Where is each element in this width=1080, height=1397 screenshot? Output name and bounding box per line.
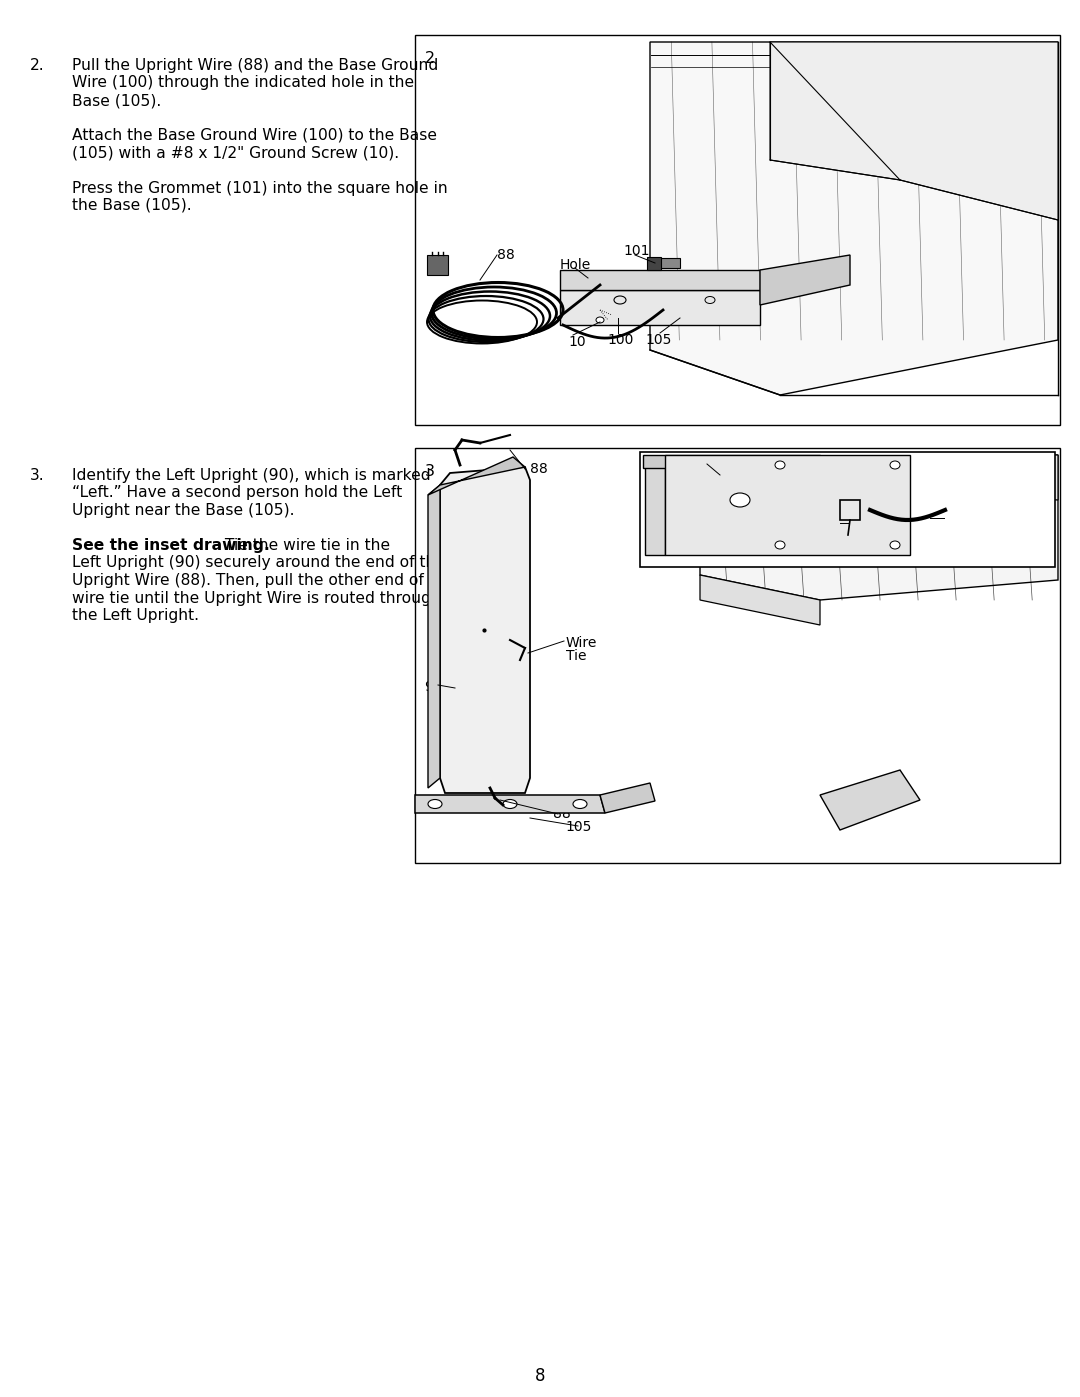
Bar	[640, 453, 1055, 567]
Polygon shape	[428, 485, 440, 788]
Text: 3.: 3.	[30, 468, 44, 483]
Ellipse shape	[775, 461, 785, 469]
Polygon shape	[840, 455, 1058, 500]
Text: wire tie until the Upright Wire is routed through: wire tie until the Upright Wire is route…	[72, 591, 441, 605]
Text: Base (105).: Base (105).	[72, 94, 161, 108]
Text: Left Upright (90) securely around the end of the: Left Upright (90) securely around the en…	[72, 556, 445, 570]
Polygon shape	[561, 291, 760, 326]
Text: 88: 88	[935, 510, 953, 524]
Text: Wire (100) through the indicated hole in the: Wire (100) through the indicated hole in…	[72, 75, 414, 91]
Polygon shape	[820, 770, 920, 830]
Polygon shape	[415, 795, 605, 813]
Polygon shape	[645, 457, 665, 555]
Polygon shape	[650, 42, 1058, 395]
Polygon shape	[643, 455, 820, 468]
Ellipse shape	[890, 461, 900, 469]
Text: 88: 88	[530, 462, 548, 476]
Text: 2: 2	[426, 52, 435, 66]
Text: Wire: Wire	[845, 518, 876, 532]
Polygon shape	[561, 270, 760, 291]
Polygon shape	[428, 457, 525, 495]
Text: 2.: 2.	[30, 59, 44, 73]
Bar	[415, 448, 1059, 863]
Polygon shape	[760, 256, 850, 305]
Polygon shape	[770, 42, 1058, 219]
Text: Tie: Tie	[845, 529, 865, 543]
Ellipse shape	[775, 541, 785, 549]
Text: 105: 105	[565, 820, 592, 834]
Text: 100: 100	[607, 332, 633, 346]
Polygon shape	[700, 576, 820, 624]
Text: Identify the Left Upright (90), which is marked: Identify the Left Upright (90), which is…	[72, 468, 431, 483]
Polygon shape	[650, 258, 680, 268]
Text: 90: 90	[424, 680, 442, 694]
Text: Upright Wire (88). Then, pull the other end of the: Upright Wire (88). Then, pull the other …	[72, 573, 455, 588]
Polygon shape	[440, 467, 530, 793]
Text: 3: 3	[426, 464, 435, 479]
Text: (105) with a #8 x 1/2" Ground Screw (10).: (105) with a #8 x 1/2" Ground Screw (10)…	[72, 145, 400, 161]
Text: 88: 88	[497, 249, 515, 263]
Polygon shape	[427, 256, 448, 275]
Text: Attach the Base Ground Wire (100) to the Base: Attach the Base Ground Wire (100) to the…	[72, 129, 437, 142]
Text: See the inset drawing.: See the inset drawing.	[72, 538, 270, 553]
Bar	[415, 35, 1059, 425]
Polygon shape	[600, 782, 654, 813]
Polygon shape	[647, 257, 661, 270]
Text: 105: 105	[645, 332, 672, 346]
Ellipse shape	[596, 317, 604, 323]
Text: 88: 88	[553, 807, 570, 821]
Text: Wire: Wire	[566, 636, 597, 650]
Text: Pull the Upright Wire (88) and the Base Ground: Pull the Upright Wire (88) and the Base …	[72, 59, 438, 73]
Text: the Left Upright.: the Left Upright.	[72, 608, 199, 623]
Text: 90: 90	[707, 455, 725, 469]
Text: “Left.” Have a second person hold the Left: “Left.” Have a second person hold the Le…	[72, 486, 402, 500]
Text: Upright near the Base (105).: Upright near the Base (105).	[72, 503, 295, 518]
Ellipse shape	[573, 799, 588, 809]
Ellipse shape	[730, 493, 750, 507]
Text: Hole: Hole	[561, 258, 591, 272]
Polygon shape	[700, 455, 1058, 599]
Text: Press the Grommet (101) into the square hole in: Press the Grommet (101) into the square …	[72, 180, 448, 196]
Text: Tie the wire tie in the: Tie the wire tie in the	[220, 538, 390, 553]
Ellipse shape	[890, 541, 900, 549]
Text: 101: 101	[623, 244, 649, 258]
Text: the Base (105).: the Base (105).	[72, 198, 191, 212]
Text: Tie: Tie	[566, 650, 586, 664]
Text: 8: 8	[535, 1368, 545, 1384]
Ellipse shape	[503, 799, 517, 809]
Ellipse shape	[428, 799, 442, 809]
Polygon shape	[665, 455, 910, 555]
Text: 10: 10	[568, 335, 585, 349]
